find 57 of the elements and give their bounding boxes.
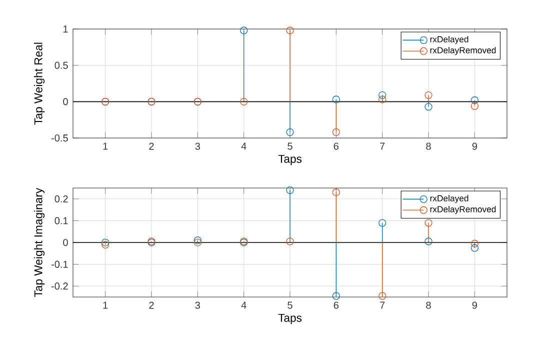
point	[378, 219, 386, 227]
point	[424, 91, 432, 99]
y-tick-label: 0	[63, 98, 68, 106]
x-tick-label: 3	[195, 302, 200, 309]
point	[286, 128, 294, 136]
y-axis-title: Tap Weight Imaginary	[34, 188, 45, 297]
x-tick-label: 1	[103, 302, 108, 309]
x-tick-label: 8	[426, 302, 431, 309]
y-tick-label: -0.5	[52, 134, 68, 142]
x-tick-label: 7	[380, 302, 385, 309]
point	[378, 96, 386, 104]
y-tick-label: 0	[63, 238, 68, 246]
x-tick-label: 6	[334, 302, 339, 309]
legend-label: rxDelayRemoved	[430, 206, 496, 214]
x-tick-label: 4	[241, 302, 246, 309]
point	[378, 91, 386, 99]
point	[332, 128, 340, 136]
x-tick-label: 3	[195, 142, 200, 150]
x-tick-label: 1	[103, 142, 108, 150]
point	[424, 219, 432, 227]
x-tick-label: 6	[334, 142, 339, 150]
y-tick-label: 1	[63, 26, 68, 32]
x-tick-label: 5	[288, 302, 292, 309]
point	[470, 96, 478, 104]
x-tick-label: 2	[149, 302, 154, 309]
point	[424, 102, 432, 111]
y-axis-title: Tap Weight Real	[34, 42, 45, 125]
y-tick-label: -0.2	[52, 282, 68, 290]
x-tick-label: 7	[380, 142, 385, 150]
legend-label: rxDelayRemoved	[430, 46, 496, 56]
point	[240, 98, 248, 106]
legend-label: rxDelayed	[430, 195, 468, 204]
x-tick-label: 8	[426, 142, 431, 150]
point	[332, 188, 340, 196]
point	[332, 96, 340, 104]
x-tick-label: 4	[241, 142, 246, 150]
legend-label: rxDelayed	[430, 36, 468, 44]
point	[470, 102, 478, 110]
x-tick-label: 5	[288, 142, 292, 150]
x-axis-title: Taps	[278, 154, 302, 166]
y-tick-label: 0.2	[54, 195, 68, 202]
y-tick-label: 0.1	[54, 217, 68, 224]
point	[470, 244, 478, 252]
point	[378, 292, 386, 300]
point	[286, 186, 294, 194]
x-tick-label: 2	[149, 142, 154, 150]
point	[470, 240, 478, 248]
y-tick-label: -0.1	[52, 260, 68, 268]
point	[424, 238, 432, 246]
x-axis-title: Taps	[278, 314, 302, 324]
point	[240, 26, 248, 34]
y-tick-label: 0.5	[54, 62, 68, 69]
point	[332, 292, 340, 300]
x-tick-label: 9	[472, 302, 477, 309]
x-tick-label: 9	[472, 142, 477, 150]
point	[286, 238, 294, 246]
point	[286, 26, 294, 34]
